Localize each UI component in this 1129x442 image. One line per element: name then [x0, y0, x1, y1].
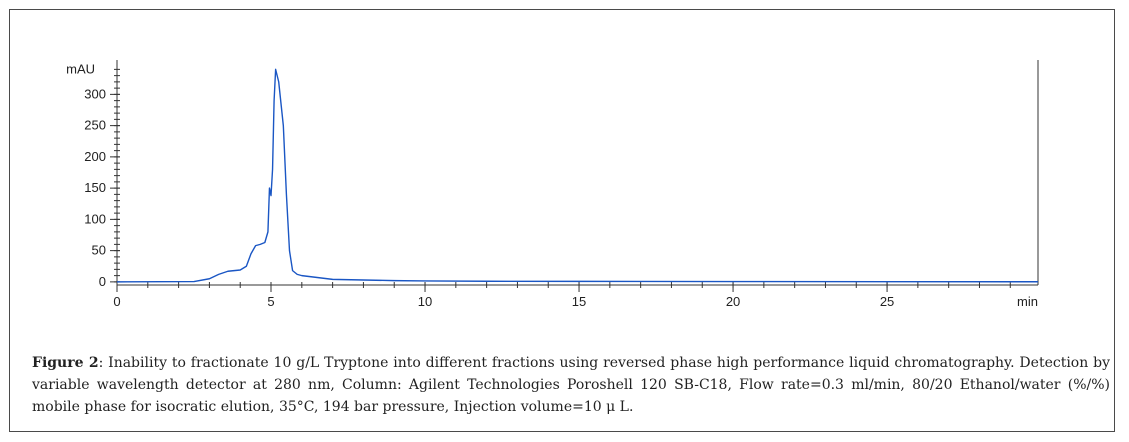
- chart-plot-area: [116, 68, 1039, 283]
- x-tick-label: 10: [418, 294, 432, 309]
- y-tick-label: 200: [84, 149, 106, 164]
- y-tick-label: 250: [84, 118, 106, 133]
- y-tick-label: 150: [84, 180, 106, 195]
- series-line: [116, 68, 1039, 283]
- figure-caption: Figure 2: Inability to fractionate 10 g/…: [32, 352, 1110, 418]
- chart-axes: 0 50 100 150 200 250 300 mAU 0 5 10 15 20 25 min: [66, 60, 1039, 309]
- x-tick-label: 25: [880, 294, 894, 309]
- x-tick-label: 20: [726, 294, 740, 309]
- figure-caption-text: : Inability to fractionate 10 g/L Trypto…: [32, 355, 1110, 415]
- x-tick-label: 15: [572, 294, 586, 309]
- y-tick-label: 0: [99, 274, 106, 289]
- chromatogram-chart: 0 50 100 150 200 250 300 mAU 0 5 10 15 20 25 min: [66, 60, 1039, 309]
- x-axis-label: min: [1017, 294, 1038, 309]
- y-tick-label: 100: [84, 211, 106, 226]
- x-tick-label: 5: [267, 294, 274, 309]
- y-tick-label: 300: [84, 86, 106, 101]
- x-tick-label: 0: [113, 294, 120, 309]
- figure-label: Figure 2: [32, 355, 99, 371]
- y-axis-label: mAU: [66, 61, 95, 76]
- y-tick-label: 50: [92, 243, 106, 258]
- figure-frame: 0 50 100 150 200 250 300 mAU 0 5 10 15 20 25 min Figur…: [9, 9, 1115, 432]
